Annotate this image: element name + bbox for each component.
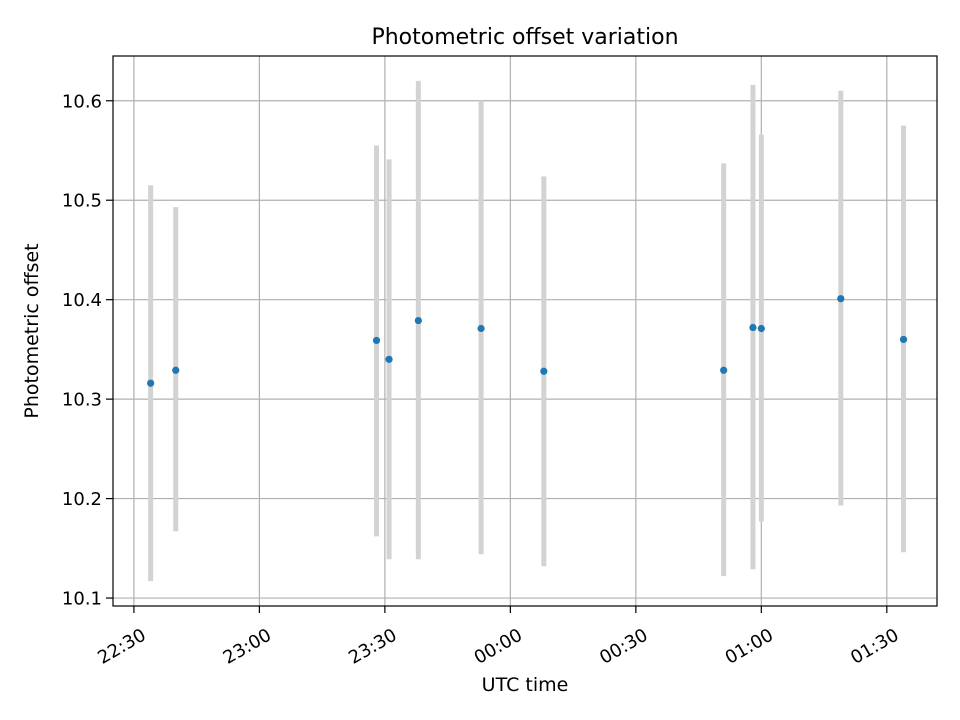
data-point [720, 366, 728, 374]
y-tick-label: 10.3 [62, 390, 102, 411]
y-tick-label: 10.1 [62, 589, 102, 610]
data-point [899, 335, 908, 344]
grid [113, 56, 937, 606]
data-point [477, 324, 485, 333]
y-tick-label: 10.5 [62, 191, 102, 212]
plot-frame [112, 55, 938, 607]
y-tick-label: 10.2 [62, 489, 102, 510]
y-tick-label: 10.6 [62, 91, 102, 112]
y-axis-label: Photometric offset [21, 243, 43, 418]
x-axis-label: UTC time [482, 674, 569, 696]
data-point [147, 379, 155, 387]
data-point [414, 316, 422, 325]
data-point [172, 366, 180, 374]
data-points [147, 295, 908, 387]
plot-area [113, 56, 937, 606]
data-point [372, 336, 381, 345]
data-point [540, 367, 548, 375]
y-tick-label: 10.4 [62, 290, 102, 311]
data-point [749, 323, 757, 332]
data-point [385, 355, 393, 363]
data-point [837, 295, 845, 303]
data-point [757, 324, 765, 333]
chart-title: Photometric offset variation [371, 25, 678, 50]
